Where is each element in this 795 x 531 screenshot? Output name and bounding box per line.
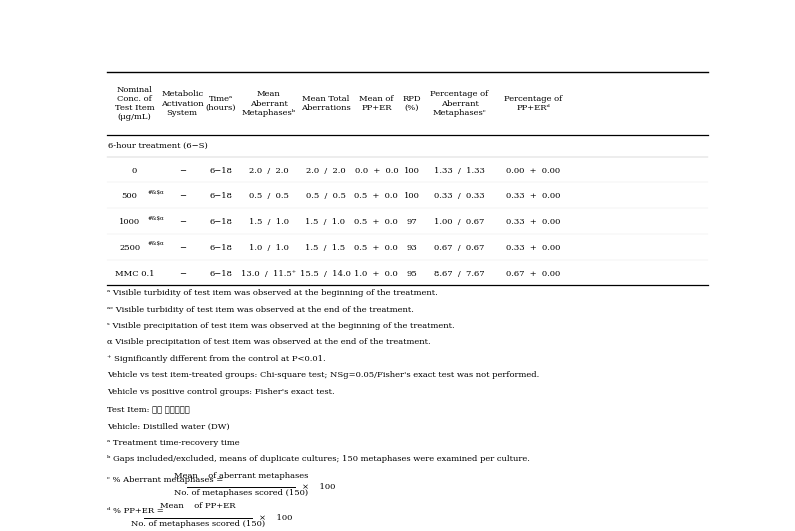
Text: Mean Total
Aberrations: Mean Total Aberrations bbox=[301, 95, 351, 112]
Text: ᶜ % Aberrant metaphases =: ᶜ % Aberrant metaphases = bbox=[107, 476, 226, 484]
Text: 0.5  /  0.5: 0.5 / 0.5 bbox=[305, 192, 346, 201]
Text: ᵃ Visible turbidity of test item was observed at the beginning of the treatment.: ᵃ Visible turbidity of test item was obs… bbox=[107, 289, 437, 297]
Text: 1.5  /  1.5: 1.5 / 1.5 bbox=[305, 244, 346, 252]
Text: 0.5  +  0.0: 0.5 + 0.0 bbox=[355, 218, 398, 226]
Text: 6−18: 6−18 bbox=[209, 244, 232, 252]
Text: −: − bbox=[179, 244, 186, 252]
Text: 6-hour treatment (6−S): 6-hour treatment (6−S) bbox=[108, 142, 207, 150]
Text: No. of metaphases scored (150): No. of metaphases scored (150) bbox=[174, 489, 308, 497]
Text: Test Item: 세신 열수추출물: Test Item: 세신 열수추출물 bbox=[107, 406, 189, 414]
Text: ᵈ % PP+ER =: ᵈ % PP+ER = bbox=[107, 507, 166, 515]
Text: 6−18: 6−18 bbox=[209, 218, 232, 226]
Text: 0.33  +  0.00: 0.33 + 0.00 bbox=[506, 244, 560, 252]
Text: Metabolic
Activation
System: Metabolic Activation System bbox=[161, 90, 204, 117]
Text: 6−18: 6−18 bbox=[209, 192, 232, 201]
Text: 0.33  /  0.33: 0.33 / 0.33 bbox=[434, 192, 485, 201]
Text: −: − bbox=[179, 167, 186, 175]
Text: 0.0  +  0.0: 0.0 + 0.0 bbox=[355, 167, 398, 175]
Text: Vehicle: Distilled water (DW): Vehicle: Distilled water (DW) bbox=[107, 423, 230, 431]
Text: MMC 0.1: MMC 0.1 bbox=[114, 270, 154, 278]
Text: 1.0  /  1.0: 1.0 / 1.0 bbox=[249, 244, 289, 252]
Text: 1.33  /  1.33: 1.33 / 1.33 bbox=[434, 167, 485, 175]
Text: 0.33  +  0.00: 0.33 + 0.00 bbox=[506, 192, 560, 201]
Text: Mean
Aberrant
Metaphasesᵇ: Mean Aberrant Metaphasesᵇ bbox=[242, 90, 296, 117]
Text: 8.67  /  7.67: 8.67 / 7.67 bbox=[434, 270, 485, 278]
Text: ˢ Visible precipitation of test item was observed at the beginning of the treatm: ˢ Visible precipitation of test item was… bbox=[107, 322, 455, 330]
Text: 15.5  /  14.0: 15.5 / 14.0 bbox=[300, 270, 351, 278]
Text: 2500: 2500 bbox=[119, 244, 140, 252]
Text: 6−18: 6−18 bbox=[209, 270, 232, 278]
Text: 6−18: 6−18 bbox=[209, 167, 232, 175]
Text: Percentage of
Aberrant
Metaphasesᶜ: Percentage of Aberrant Metaphasesᶜ bbox=[430, 90, 489, 117]
Text: 1.00  /  0.67: 1.00 / 0.67 bbox=[434, 218, 485, 226]
Text: −: − bbox=[179, 270, 186, 278]
Text: 97: 97 bbox=[406, 218, 417, 226]
Text: Timeᵃ
(hours): Timeᵃ (hours) bbox=[205, 95, 236, 112]
Text: 0.67  /  0.67: 0.67 / 0.67 bbox=[434, 244, 485, 252]
Text: 0.5  /  0.5: 0.5 / 0.5 bbox=[249, 192, 289, 201]
Text: 500: 500 bbox=[122, 192, 138, 201]
Text: ⁺ Significantly different from the control at P<0.01.: ⁺ Significantly different from the contr… bbox=[107, 355, 325, 363]
Text: Mean    of aberrant metaphases: Mean of aberrant metaphases bbox=[173, 472, 308, 479]
Text: Vehicle vs test item-treated groups: Chi-square test; NSg=0.05/Fisher's exact te: Vehicle vs test item-treated groups: Chi… bbox=[107, 371, 539, 379]
Text: 13.0  /  11.5⁺: 13.0 / 11.5⁺ bbox=[241, 270, 296, 278]
Text: Percentage of
PP+ERᵈ: Percentage of PP+ERᵈ bbox=[504, 95, 563, 112]
Text: 0.67  +  0.00: 0.67 + 0.00 bbox=[506, 270, 560, 278]
Text: 0.00  +  0.00: 0.00 + 0.00 bbox=[506, 167, 560, 175]
Text: ᵃᶜ Visible turbidity of test item was observed at the end of the treatment.: ᵃᶜ Visible turbidity of test item was ob… bbox=[107, 306, 413, 314]
Text: Mean    of PP+ER: Mean of PP+ER bbox=[160, 502, 235, 510]
Text: ᵇ Gaps included/excluded, means of duplicate cultures; 150 metaphases were exami: ᵇ Gaps included/excluded, means of dupli… bbox=[107, 456, 529, 464]
Text: 0: 0 bbox=[132, 167, 137, 175]
Text: 0.5  +  0.0: 0.5 + 0.0 bbox=[355, 192, 398, 201]
Text: 1000: 1000 bbox=[119, 218, 140, 226]
Text: #&$α: #&$α bbox=[148, 216, 165, 220]
Text: 1.0  +  0.0: 1.0 + 0.0 bbox=[355, 270, 398, 278]
Text: #&$α: #&$α bbox=[148, 242, 165, 246]
Text: 0.5  +  0.0: 0.5 + 0.0 bbox=[355, 244, 398, 252]
Text: −: − bbox=[179, 218, 186, 226]
Text: 100: 100 bbox=[404, 167, 420, 175]
Text: ×    100: × 100 bbox=[259, 514, 293, 522]
Text: RPD
(%): RPD (%) bbox=[402, 95, 421, 112]
Text: #&$α: #&$α bbox=[148, 190, 165, 195]
Text: ᵃ Treatment time-recovery time: ᵃ Treatment time-recovery time bbox=[107, 439, 239, 447]
Text: 0.33  +  0.00: 0.33 + 0.00 bbox=[506, 218, 560, 226]
Text: No. of metaphases scored (150): No. of metaphases scored (150) bbox=[130, 520, 265, 528]
Text: Vehicle vs positive control groups: Fisher's exact test.: Vehicle vs positive control groups: Fish… bbox=[107, 388, 335, 396]
Text: 2.0  /  2.0: 2.0 / 2.0 bbox=[306, 167, 345, 175]
Text: 2.0  /  2.0: 2.0 / 2.0 bbox=[249, 167, 289, 175]
Text: 1.5  /  1.0: 1.5 / 1.0 bbox=[305, 218, 346, 226]
Text: 1.5  /  1.0: 1.5 / 1.0 bbox=[249, 218, 289, 226]
Text: ×    100: × 100 bbox=[302, 483, 335, 491]
Text: 95: 95 bbox=[406, 270, 417, 278]
Text: −: − bbox=[179, 192, 186, 201]
Text: α Visible precipitation of test item was observed at the end of the treatment.: α Visible precipitation of test item was… bbox=[107, 338, 430, 347]
Text: 100: 100 bbox=[404, 192, 420, 201]
Text: Nominal
Conc. of
Test Item
(μg/mL): Nominal Conc. of Test Item (μg/mL) bbox=[114, 86, 154, 122]
Text: 93: 93 bbox=[406, 244, 417, 252]
Text: Mean of
PP+ER: Mean of PP+ER bbox=[359, 95, 394, 112]
